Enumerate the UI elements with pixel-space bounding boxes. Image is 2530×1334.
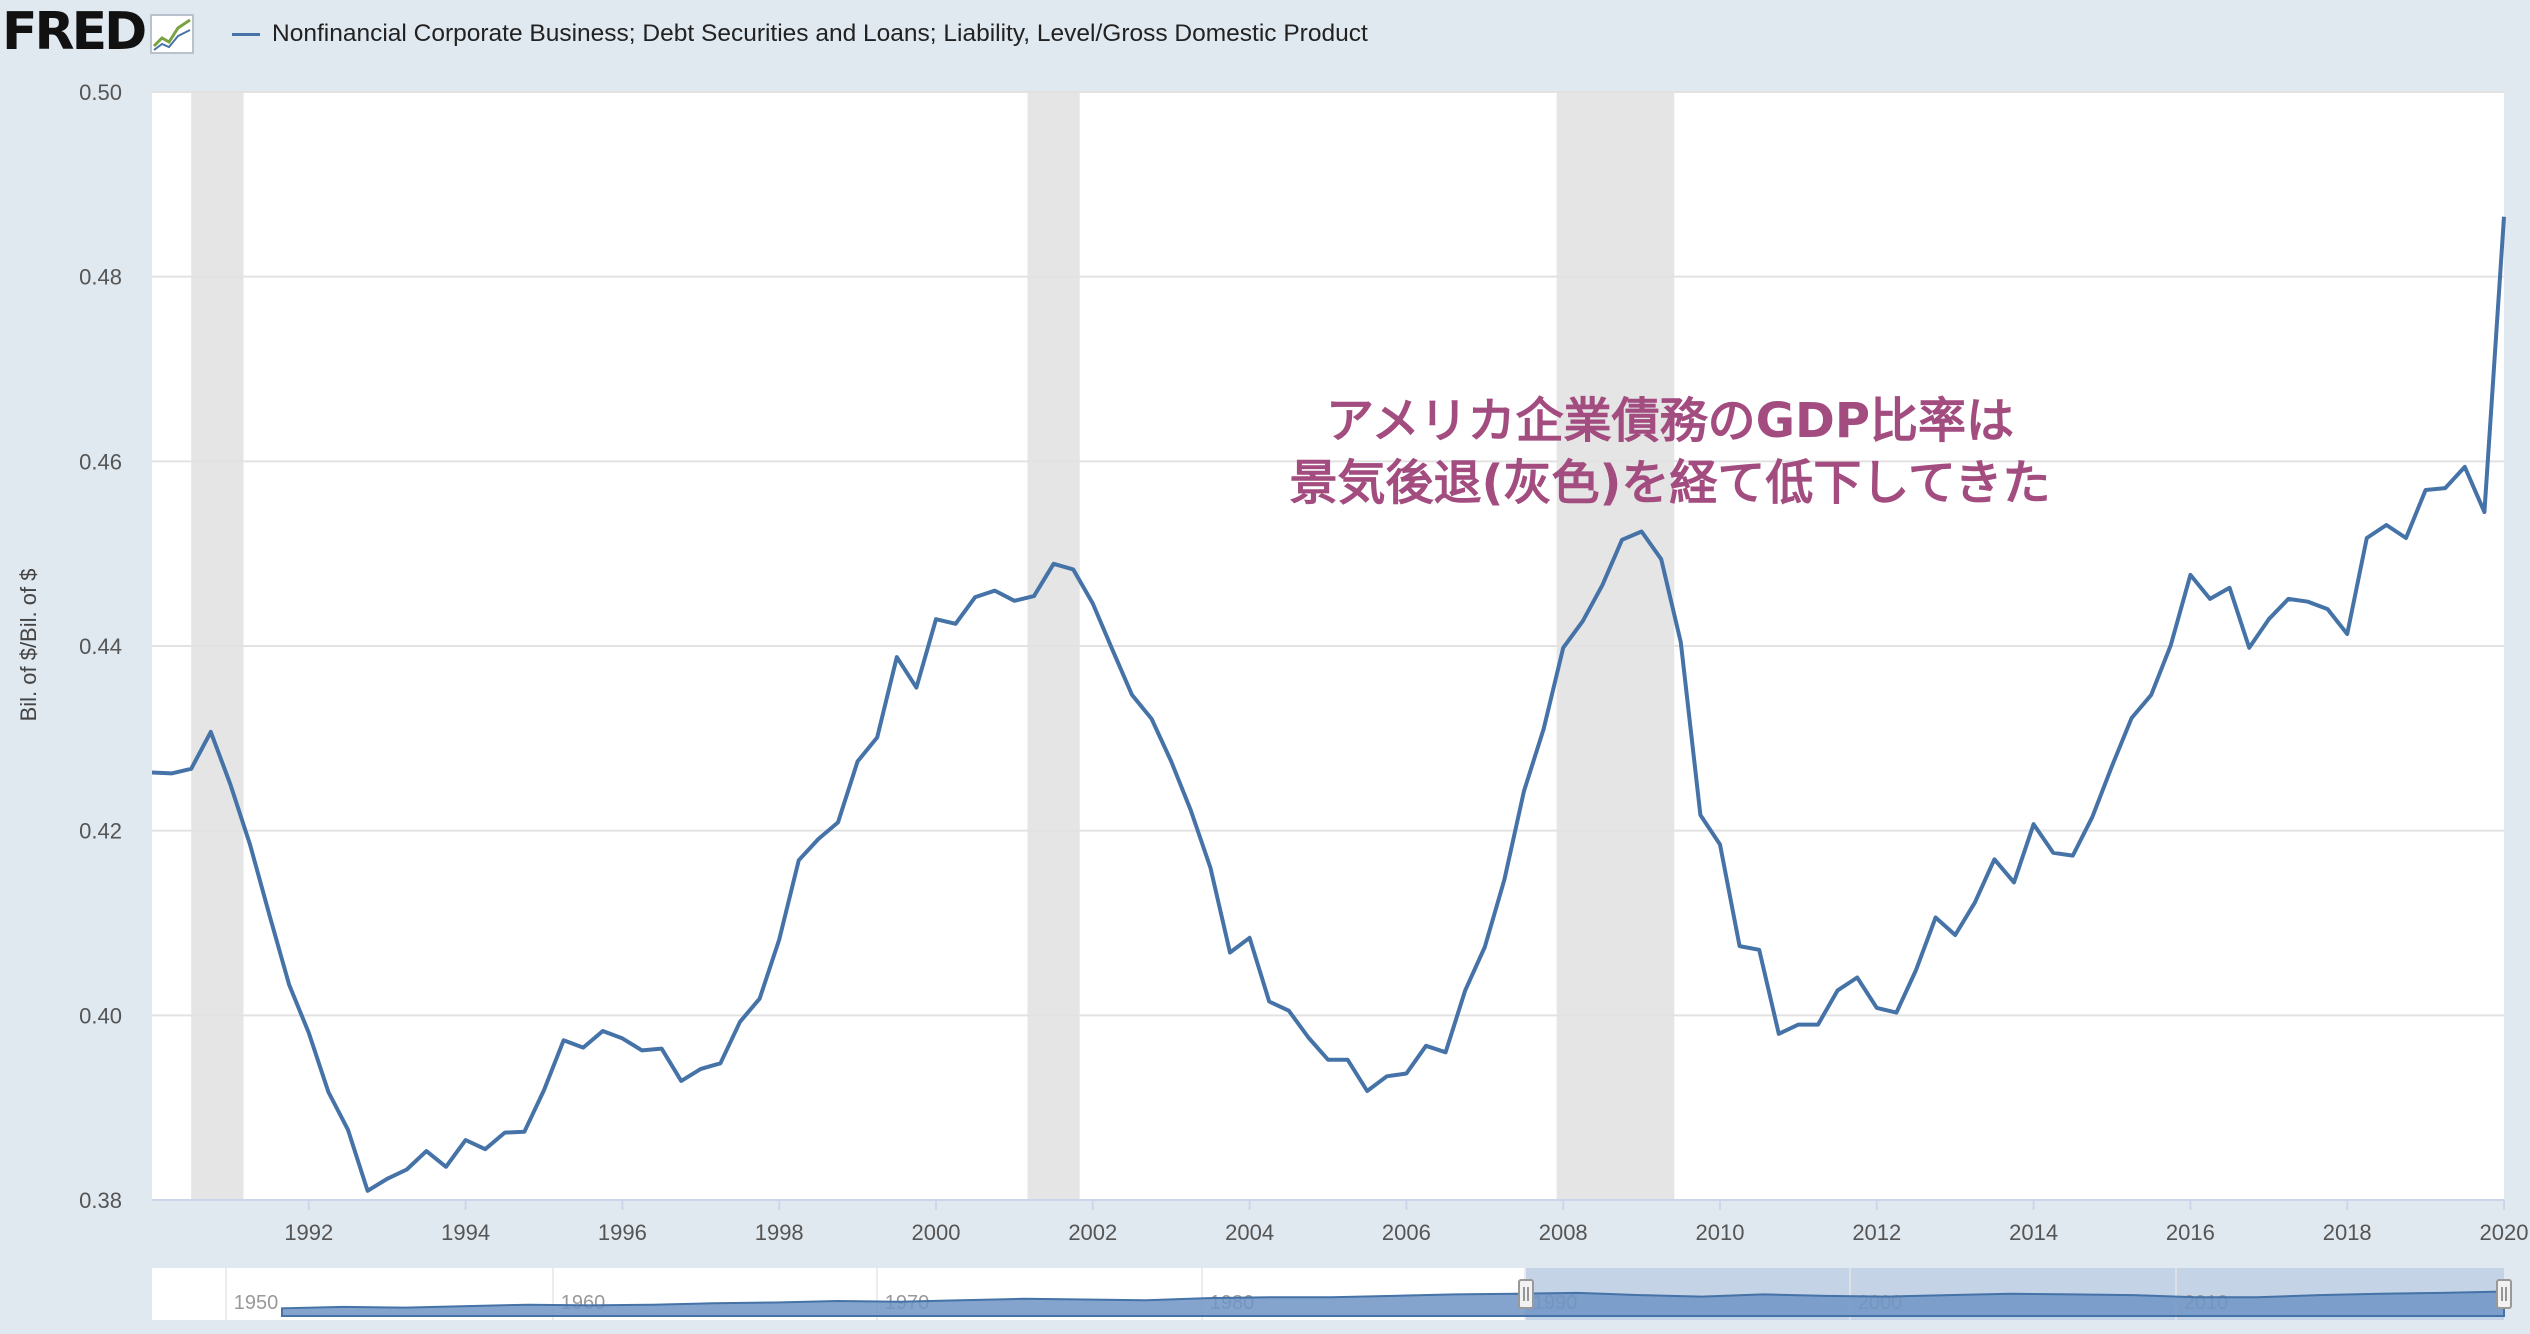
annotation-line-2: 景気後退(灰色)を経て低下してきた	[1289, 455, 2051, 511]
navigator-series	[281, 1290, 2505, 1317]
annotation-line-1: アメリカ企業債務のGDP比率は	[1325, 393, 2015, 449]
navigator-right-handle[interactable]	[2496, 1279, 2512, 1309]
x-tick-label: 2010	[1696, 1220, 1745, 1245]
series-line[interactable]	[151, 216, 2506, 1193]
x-tick-label: 2006	[1382, 1220, 1431, 1245]
navigator-left-handle[interactable]	[1518, 1279, 1534, 1309]
y-axis-ticks: 0.38 0.40 0.42 0.44 0.46 0.48 0.50	[79, 80, 122, 1213]
y-tick-label: 0.40	[79, 1003, 122, 1028]
fred-logo[interactable]: FRED	[2, 2, 195, 62]
y-tick-label: 0.50	[79, 80, 122, 105]
x-tick-label: 2012	[1852, 1220, 1901, 1245]
x-tick-label: 2018	[2323, 1220, 2372, 1245]
annotation: アメリカ企業債務のGDP比率は 景気後退(灰色)を経て低下してきた	[1160, 390, 2180, 514]
y-tick-label: 0.44	[79, 634, 122, 659]
x-tick-label: 2016	[2166, 1220, 2215, 1245]
x-tick-label: 2000	[912, 1220, 961, 1245]
x-tick-label: 1994	[441, 1220, 490, 1245]
chart-legend[interactable]: Nonfinancial Corporate Business; Debt Se…	[232, 14, 1368, 54]
legend-series-label: Nonfinancial Corporate Business; Debt Se…	[272, 20, 1368, 47]
x-tick-label: 2020	[2480, 1220, 2529, 1245]
x-tick-label: 2004	[1225, 1220, 1274, 1245]
y-axis-label: Bil. of $/Bil. of $	[16, 569, 41, 722]
gridlines	[152, 91, 2504, 1201]
x-tick-label: 2002	[1068, 1220, 1117, 1245]
x-tick-label: 1998	[755, 1220, 804, 1245]
legend-swatch	[232, 32, 260, 36]
y-axis-label-group: Bil. of $/Bil. of $	[16, 569, 41, 722]
trend-chart-icon	[150, 14, 195, 54]
y-tick-label: 0.48	[79, 265, 122, 290]
y-tick-label: 0.46	[79, 449, 122, 474]
x-tick-label: 2008	[1539, 1220, 1588, 1245]
x-tick-label: 2014	[2009, 1220, 2058, 1245]
fred-logo-text: FRED	[2, 2, 147, 62]
x-axis-ticks: 1992 1994 1996 1998 2000 2002 2004 2006 2008 2010…	[284, 1200, 2528, 1245]
x-tick-label: 1996	[598, 1220, 647, 1245]
y-tick-label: 0.42	[79, 819, 122, 844]
y-tick-label: 0.38	[79, 1188, 122, 1213]
range-navigator[interactable]: 1950196019701980199020002010	[152, 1268, 2512, 1320]
navigator-label: 1950	[234, 1292, 279, 1314]
x-tick-label: 1992	[284, 1220, 333, 1245]
